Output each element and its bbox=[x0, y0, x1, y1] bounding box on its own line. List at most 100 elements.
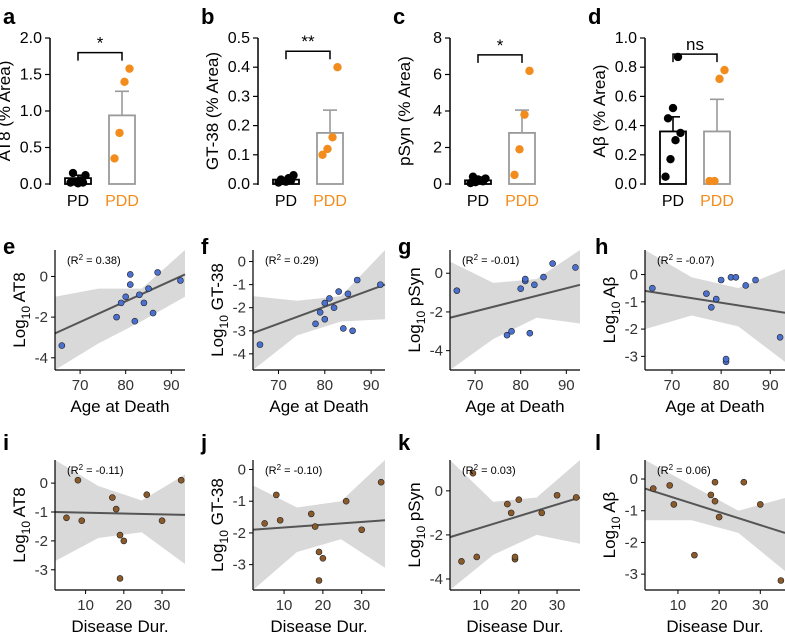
y-tick-label: 0 bbox=[630, 471, 638, 488]
confidence-band bbox=[450, 460, 580, 590]
category-label: PD bbox=[67, 193, 89, 210]
data-point bbox=[126, 271, 134, 278]
scatter-panel-l: l -3 -2 -1 0 10 20 30 (R2 = 0.06) Disease Dur. Log… bbox=[595, 430, 785, 636]
data-point bbox=[335, 288, 342, 295]
data-point bbox=[321, 315, 329, 323]
data-point bbox=[120, 537, 128, 545]
panel-letter: l bbox=[595, 430, 601, 455]
category-label: PD bbox=[467, 193, 489, 210]
data-point bbox=[116, 531, 124, 539]
significance-bracket bbox=[77, 51, 123, 61]
data-point bbox=[549, 260, 556, 267]
data-point bbox=[722, 355, 730, 363]
data-point bbox=[776, 333, 784, 341]
data-point bbox=[525, 66, 534, 76]
x-tick-label: 80 bbox=[512, 377, 529, 394]
x-tick-label: 30 bbox=[353, 597, 370, 614]
data-point bbox=[344, 290, 352, 298]
data-point bbox=[756, 501, 764, 508]
data-point bbox=[649, 485, 657, 492]
data-point bbox=[473, 553, 481, 561]
panel-letter: j bbox=[200, 430, 207, 455]
y-label-text: Log bbox=[600, 530, 619, 558]
category-label: PDD bbox=[700, 193, 734, 210]
y-tick-label: -1 bbox=[233, 277, 246, 294]
y-label-text: AT8 bbox=[10, 487, 29, 521]
data-point bbox=[515, 496, 523, 503]
r-squared-annotation: (R2 = 0.03) bbox=[462, 463, 516, 477]
x-tick-label: 20 bbox=[711, 597, 728, 614]
annotation-text: = 0.06) bbox=[673, 465, 711, 477]
y-tick-label: 1.5 bbox=[20, 67, 42, 84]
annotation-text: = 0.29) bbox=[281, 255, 319, 267]
x-tick-label: 30 bbox=[154, 597, 171, 614]
x-tick-label: 70 bbox=[467, 377, 484, 394]
annotation-superscript: 2 bbox=[474, 463, 479, 472]
y-label-text: pSyn bbox=[405, 267, 424, 310]
data-point bbox=[711, 497, 719, 505]
data-point bbox=[526, 329, 534, 337]
data-point bbox=[358, 526, 366, 534]
y-label-subscript: 10 bbox=[414, 311, 428, 325]
annotation-text: (R bbox=[67, 465, 79, 477]
data-point bbox=[321, 299, 329, 307]
bar-panel-b: b 0.0 0.1 0.2 0.3 0.4 0.5 GT-38 (% Area) PD PDD ** bbox=[201, 4, 347, 210]
y-tick-label: -3 bbox=[625, 348, 638, 365]
data-point bbox=[328, 133, 337, 142]
confidence-band bbox=[55, 250, 185, 370]
panel-letter: b bbox=[201, 4, 214, 29]
data-point bbox=[469, 469, 477, 477]
data-point bbox=[349, 327, 356, 335]
y-tick-label: 0.0 bbox=[615, 176, 637, 193]
data-point bbox=[572, 494, 580, 501]
regression-line bbox=[252, 519, 386, 531]
r-squared-annotation: (R2 = -0.07) bbox=[657, 253, 714, 267]
annotation-text: (R bbox=[657, 465, 669, 477]
data-point bbox=[353, 276, 361, 284]
y-tick-label: 0.0 bbox=[228, 176, 250, 193]
scatter-panel-e: e -4 -2 0 70 80 90 (R2 = 0.38) Age at Death Log10… bbox=[3, 234, 186, 416]
data-point bbox=[316, 309, 324, 316]
y-tick-label: -1 bbox=[625, 503, 638, 520]
r-squared-annotation: (R2 = 0.38) bbox=[67, 253, 121, 267]
data-point bbox=[504, 500, 511, 508]
scatter-panel-h: h -3 -2 -1 0 70 80 90 (R2 = -0.07) Age at Death Lo… bbox=[595, 234, 785, 416]
y-tick-label: 0 bbox=[40, 268, 48, 285]
data-point bbox=[517, 285, 525, 293]
data-point bbox=[312, 320, 319, 328]
data-point bbox=[158, 517, 166, 524]
data-point bbox=[315, 577, 323, 584]
y-axis-label: Log10 pSyn bbox=[405, 482, 428, 567]
data-point bbox=[81, 171, 90, 180]
data-point bbox=[478, 177, 488, 186]
y-label-subscript: 10 bbox=[217, 530, 231, 544]
r-squared-annotation: (R2 = -0.01) bbox=[462, 253, 519, 267]
data-point bbox=[531, 281, 538, 289]
data-point bbox=[515, 145, 524, 154]
y-label-subscript: 10 bbox=[19, 306, 33, 320]
significance-bracket bbox=[672, 53, 718, 63]
annotation-text: = 0.03) bbox=[478, 465, 516, 477]
data-point bbox=[307, 510, 315, 518]
r-squared-annotation: (R2 = 0.29) bbox=[265, 253, 319, 267]
significance-label: * bbox=[97, 34, 104, 53]
data-point bbox=[154, 269, 161, 276]
y-tick-label: -4 bbox=[233, 346, 246, 363]
data-point bbox=[126, 281, 134, 288]
annotation-superscript: 2 bbox=[669, 253, 674, 262]
data-point bbox=[323, 144, 332, 154]
data-point bbox=[703, 290, 710, 297]
panel-letter: e bbox=[3, 234, 15, 259]
annotation-text: = -0.07) bbox=[673, 255, 714, 267]
y-tick-label: -2 bbox=[233, 300, 246, 317]
annotation-text: = -0.01) bbox=[478, 255, 519, 267]
y-label-text: Log bbox=[208, 543, 227, 571]
x-tick-label: 90 bbox=[363, 377, 380, 394]
bar-panel-a: a 0.0 0.5 1.0 1.5 2.0 AT8 (% Area) PD PDD * bbox=[0, 4, 139, 210]
annotation-superscript: 2 bbox=[277, 463, 282, 472]
data-point bbox=[649, 284, 656, 292]
y-axis-label: Log10 Aβ bbox=[600, 276, 623, 343]
data-point bbox=[110, 154, 119, 163]
annotation-text: (R bbox=[67, 255, 79, 267]
data-point bbox=[58, 342, 66, 349]
